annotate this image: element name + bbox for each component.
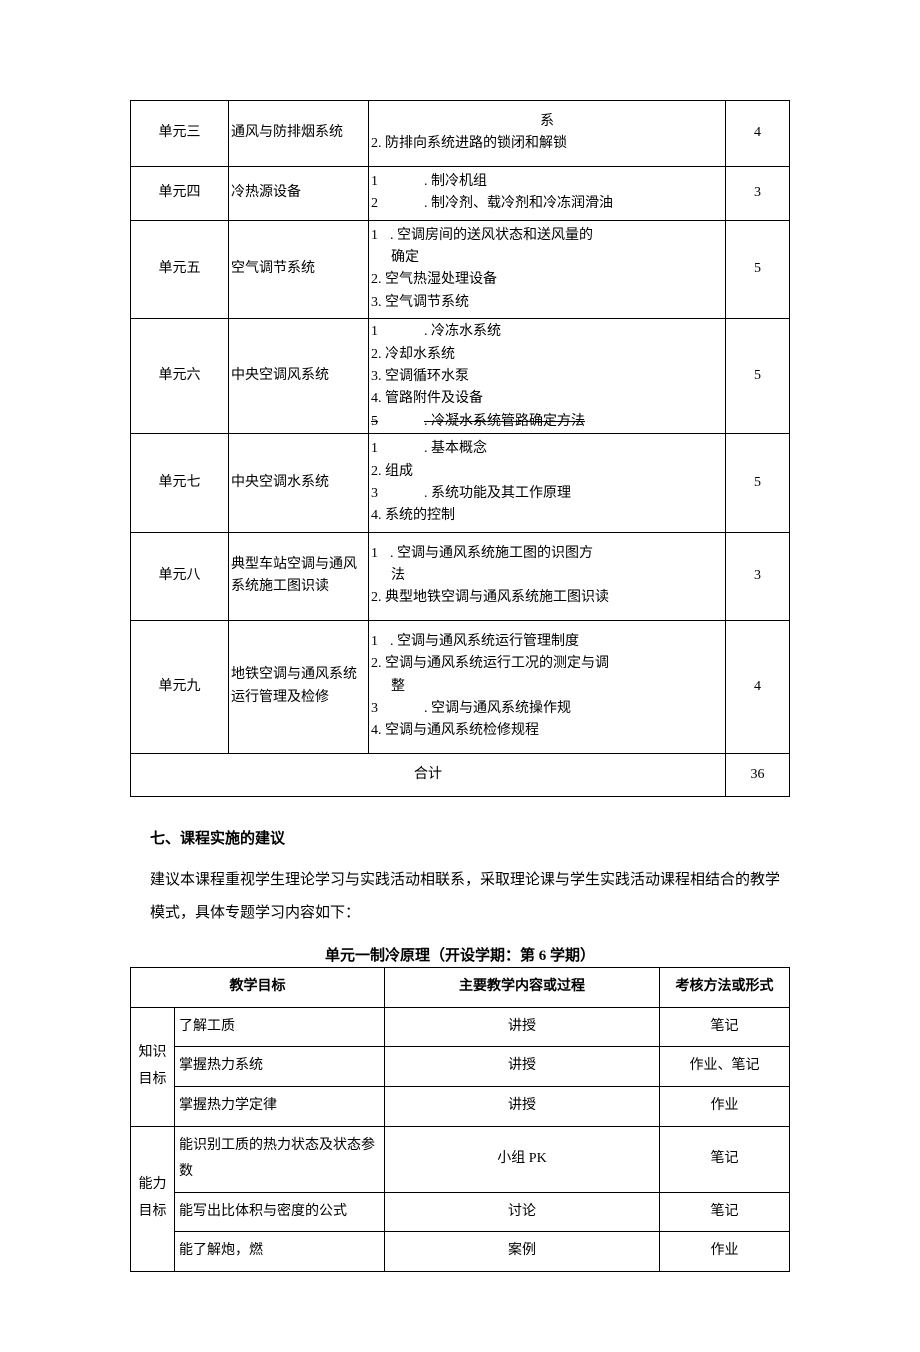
table-row: 能了解炮，燃案例作业: [131, 1232, 790, 1272]
table-row: 掌握热力学定律讲授作业: [131, 1086, 790, 1126]
goal-cell: 能写出比体积与密度的公式: [175, 1192, 385, 1232]
goals-header-assess: 考核方法或形式: [660, 968, 790, 1008]
hours-cell: 3: [726, 166, 790, 220]
title-cell: 冷热源设备: [229, 166, 369, 220]
hours-cell: 5: [726, 434, 790, 533]
unit-cell: 单元七: [131, 434, 229, 533]
teaching-goals-table: 教学目标 主要教学内容或过程 考核方法或形式 知识目标了解工质讲授笔记掌握热力系…: [130, 967, 790, 1272]
title-cell: 空气调节系统: [229, 220, 369, 319]
goal-cell: 能识别工质的热力状态及状态参数: [175, 1126, 385, 1192]
intro-paragraph: 建议本课程重视学生理论学习与实践活动相联系，采取理论课与学生实践活动课程相结合的…: [150, 864, 790, 930]
hours-cell: 5: [726, 319, 790, 434]
table-row: 单元五空气调节系统1. 空调房间的送风状态和送风量的确定2. 空气热湿处理设备3…: [131, 220, 790, 319]
unit-cell: 单元三: [131, 101, 229, 167]
goal-cell: 能了解炮，燃: [175, 1232, 385, 1272]
table-row: 单元三通风与防排烟系统系2. 防排向系统进路的锁闭和解锁4: [131, 101, 790, 167]
table-row: 单元六中央空调风系统1. 冷冻水系统2. 冷却水系统3. 空调循环水泵4. 管路…: [131, 319, 790, 434]
content-cell: 1. 空调房间的送风状态和送风量的确定2. 空气热湿处理设备3. 空气调节系统: [369, 220, 726, 319]
unit-cell: 单元四: [131, 166, 229, 220]
course-units-table: 单元三通风与防排烟系统系2. 防排向系统进路的锁闭和解锁4单元四冷热源设备1. …: [130, 100, 790, 797]
method-cell: 讲授: [385, 1047, 660, 1087]
unit-cell: 单元六: [131, 319, 229, 434]
content-cell: 系2. 防排向系统进路的锁闭和解锁: [369, 101, 726, 167]
assess-cell: 作业、笔记: [660, 1047, 790, 1087]
method-cell: 讨论: [385, 1192, 660, 1232]
unit-cell: 单元五: [131, 220, 229, 319]
table-row: 单元九地铁空调与通风系统运行管理及检修1. 空调与通风系统运行管理制度2. 空调…: [131, 620, 790, 753]
hours-cell: 3: [726, 532, 790, 620]
total-label: 合计: [131, 753, 726, 796]
title-cell: 通风与防排烟系统: [229, 101, 369, 167]
table-row: 单元八典型车站空调与通风系统施工图识读1. 空调与通风系统施工图的识图方法2. …: [131, 532, 790, 620]
table-row: 知识目标了解工质讲授笔记: [131, 1007, 790, 1047]
goal-cell: 掌握热力学定律: [175, 1086, 385, 1126]
title-cell: 中央空调水系统: [229, 434, 369, 533]
table-row: 能力目标能识别工质的热力状态及状态参数小组 PK笔记: [131, 1126, 790, 1192]
content-cell: 1. 制冷机组2. 制冷剂、载冷剂和冷冻润滑油: [369, 166, 726, 220]
assess-cell: 笔记: [660, 1007, 790, 1047]
content-cell: 1. 基本概念2. 组成3. 系统功能及其工作原理4. 系统的控制: [369, 434, 726, 533]
goal-cell: 掌握热力系统: [175, 1047, 385, 1087]
total-hours: 36: [726, 753, 790, 796]
content-cell: 1. 空调与通风系统施工图的识图方法2. 典型地铁空调与通风系统施工图识读: [369, 532, 726, 620]
assess-cell: 作业: [660, 1232, 790, 1272]
unit-cell: 单元九: [131, 620, 229, 753]
content-cell: 1. 冷冻水系统2. 冷却水系统3. 空调循环水泵4. 管路附件及设备5. 冷凝…: [369, 319, 726, 434]
hours-cell: 4: [726, 620, 790, 753]
title-cell: 地铁空调与通风系统运行管理及检修: [229, 620, 369, 753]
content-cell: 1. 空调与通风系统运行管理制度2. 空调与通风系统运行工况的测定与调整3. 空…: [369, 620, 726, 753]
section-heading: 七、课程实施的建议: [150, 827, 790, 848]
assess-cell: 笔记: [660, 1126, 790, 1192]
table-row: 单元四冷热源设备1. 制冷机组2. 制冷剂、载冷剂和冷冻润滑油3: [131, 166, 790, 220]
goals-header-method: 主要教学内容或过程: [385, 968, 660, 1008]
goals-header-goal: 教学目标: [131, 968, 385, 1008]
total-row: 合计36: [131, 753, 790, 796]
method-cell: 小组 PK: [385, 1126, 660, 1192]
unit-subtitle: 单元一制冷原理（开设学期：第 6 学期）: [130, 944, 790, 965]
title-cell: 典型车站空调与通风系统施工图识读: [229, 532, 369, 620]
hours-cell: 5: [726, 220, 790, 319]
category-cell: 能力目标: [131, 1126, 175, 1271]
assess-cell: 笔记: [660, 1192, 790, 1232]
table-row: 单元七中央空调水系统1. 基本概念2. 组成3. 系统功能及其工作原理4. 系统…: [131, 434, 790, 533]
unit-cell: 单元八: [131, 532, 229, 620]
assess-cell: 作业: [660, 1086, 790, 1126]
goal-cell: 了解工质: [175, 1007, 385, 1047]
category-cell: 知识目标: [131, 1007, 175, 1126]
table-row: 能写出比体积与密度的公式讨论笔记: [131, 1192, 790, 1232]
title-cell: 中央空调风系统: [229, 319, 369, 434]
method-cell: 讲授: [385, 1007, 660, 1047]
hours-cell: 4: [726, 101, 790, 167]
method-cell: 案例: [385, 1232, 660, 1272]
method-cell: 讲授: [385, 1086, 660, 1126]
table-row: 掌握热力系统讲授作业、笔记: [131, 1047, 790, 1087]
